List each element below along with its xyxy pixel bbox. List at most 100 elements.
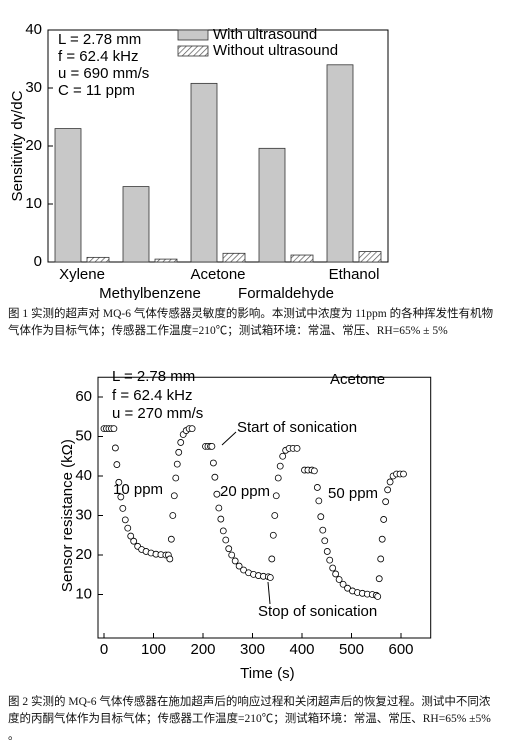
data-point — [335, 576, 343, 583]
data-point — [266, 574, 274, 581]
x-tick-label: Formaldehyde — [238, 285, 334, 300]
data-point — [384, 486, 392, 494]
data-point — [274, 474, 282, 482]
x-tick-label: 300 — [240, 641, 265, 658]
pointer — [267, 581, 271, 605]
bar — [86, 256, 110, 263]
annotation: f = 62.4 kHz — [58, 48, 138, 65]
y-tick-label: 10 — [25, 195, 42, 212]
data-point — [119, 504, 127, 512]
bar — [54, 128, 82, 263]
legend-label: With ultrasound — [213, 26, 317, 43]
bar — [222, 252, 246, 263]
x-tick-label: Methylbenzene — [99, 285, 201, 300]
data-point — [121, 516, 129, 524]
data-point — [111, 444, 119, 452]
data-point — [375, 575, 383, 583]
y-tick-label: 30 — [75, 506, 92, 523]
data-point — [170, 492, 178, 500]
data-point — [113, 461, 121, 468]
bar — [258, 147, 286, 263]
data-point — [377, 555, 385, 563]
annotation: 10 ppm — [113, 481, 163, 498]
data-point — [321, 537, 329, 545]
annotation: Acetone — [330, 371, 385, 388]
data-point — [382, 498, 390, 506]
y-tick-label: 50 — [75, 427, 92, 444]
annotation: 50 ppm — [328, 485, 378, 502]
data-point — [339, 580, 347, 588]
y-axis-label: Sensor resistance (kΩ) — [59, 439, 76, 592]
annotation: L = 2.78 mm — [112, 368, 195, 385]
pointer — [221, 431, 237, 446]
legend-swatch — [177, 45, 209, 57]
x-tick-label: Xylene — [59, 266, 105, 283]
legend-swatch — [177, 29, 209, 41]
data-point — [380, 516, 388, 523]
x-axis-label: Time (s) — [240, 665, 294, 682]
x-tick-label: 100 — [141, 641, 166, 658]
figure-caption: 图 2 实测的 MQ-6 气体传感器在施加超声后的响应过程和关闭超声后的恢复过程… — [8, 696, 491, 742]
data-point — [173, 460, 181, 468]
x-tick-label: 0 — [100, 641, 108, 658]
data-point — [271, 512, 279, 519]
data-point — [172, 474, 180, 482]
data-point — [268, 555, 276, 563]
bar — [358, 251, 382, 263]
y-tick-label: 20 — [25, 137, 42, 154]
data-point — [215, 504, 223, 512]
bar — [190, 82, 218, 263]
data-point — [115, 478, 123, 486]
x-tick-label: 400 — [289, 641, 314, 658]
data-point — [317, 513, 325, 521]
y-tick-label: 60 — [75, 388, 92, 405]
data-point — [272, 492, 280, 500]
data-point — [124, 524, 132, 532]
data-point — [329, 564, 337, 572]
data-point — [127, 532, 135, 540]
y-tick-label: 30 — [25, 79, 42, 96]
data-point — [319, 526, 327, 534]
bar — [154, 258, 178, 263]
data-point — [228, 551, 236, 559]
y-tick-label: 10 — [75, 585, 92, 602]
data-point — [188, 425, 196, 432]
y-tick-label: 20 — [75, 546, 92, 563]
annotation: L = 2.78 mm — [58, 31, 141, 48]
data-point — [117, 493, 125, 501]
data-point — [279, 452, 287, 460]
x-tick-label: 600 — [388, 641, 413, 658]
y-tick-label: 0 — [34, 253, 42, 270]
data-point — [110, 425, 118, 432]
x-tick-label: Ethanol — [329, 266, 380, 283]
x-tick-label: 200 — [190, 641, 215, 658]
annotation: C = 11 ppm — [58, 82, 135, 99]
data-point — [231, 557, 239, 565]
figure-caption: 图 1 实测的超声对 MQ-6 气体传感器灵敏度的影响。本测试中浓度为 11pp… — [8, 308, 494, 337]
annotation: Start of sonication — [237, 419, 357, 436]
annotation: Stop of sonication — [258, 603, 377, 620]
annotation: f = 62.4 kHz — [112, 387, 192, 404]
plot-frame — [97, 376, 432, 639]
bar — [326, 64, 354, 263]
data-point — [225, 545, 233, 553]
data-point — [209, 459, 217, 467]
data-point — [130, 537, 138, 545]
data-point — [208, 442, 216, 450]
y-tick-label: 40 — [75, 467, 92, 484]
legend-label: Without ultrasound — [213, 42, 338, 59]
data-point — [400, 470, 407, 478]
data-point — [323, 548, 331, 555]
annotation: u = 690 mm/s — [58, 65, 149, 82]
chart: 0 10 20 30 40 Sensitivity dγ/dC Xylene Methylbe… — [9, 21, 389, 300]
data-point — [326, 556, 334, 564]
data-point — [378, 535, 386, 543]
data-point — [293, 444, 301, 452]
data-point — [310, 467, 318, 475]
data-point — [211, 473, 219, 481]
data-point — [235, 562, 243, 570]
data-point — [269, 531, 277, 539]
annotation: u = 270 mm/s — [112, 405, 203, 422]
